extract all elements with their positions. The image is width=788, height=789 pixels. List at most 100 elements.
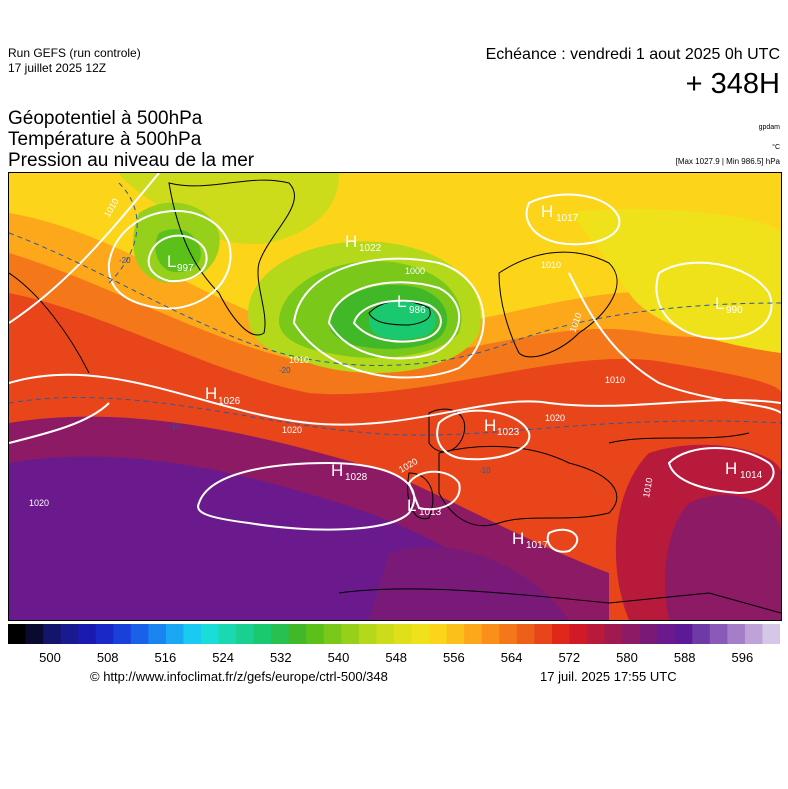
- color-scale-swatch: [25, 624, 44, 644]
- color-scale-swatch: [288, 624, 307, 644]
- color-scale-swatch: [481, 624, 500, 644]
- svg-text:H: H: [725, 459, 737, 478]
- isobars: [9, 173, 781, 553]
- temperature-isotherms: [9, 182, 781, 436]
- color-scale-swatch: [727, 624, 746, 644]
- svg-text:1013: 1013: [419, 507, 442, 518]
- color-scale-label: 572: [558, 650, 580, 665]
- color-scale-swatch: [657, 624, 676, 644]
- color-scale-labels: 5005085165245325405485565645725805885966…: [39, 650, 754, 665]
- svg-text:1028: 1028: [345, 472, 368, 483]
- variable-temperature: Température à 500hPa: [8, 129, 202, 150]
- forecast-valid-time: Echéance : vendredi 1 aout 2025 0h UTC: [485, 46, 780, 63]
- color-scale-swatch: [271, 624, 290, 644]
- svg-text:H: H: [541, 202, 553, 221]
- color-scale-swatch: [744, 624, 763, 644]
- color-scale-swatch: [709, 624, 728, 644]
- unit-geopotential: gpdam: [758, 124, 780, 131]
- isobar-label: 1010: [541, 260, 561, 270]
- svg-text:1014: 1014: [740, 470, 763, 481]
- svg-text:1022: 1022: [359, 243, 382, 254]
- isobar-label: 1010: [289, 355, 309, 365]
- svg-text:H: H: [345, 232, 357, 251]
- color-scale-swatch: [60, 624, 79, 644]
- temperature-label: -10: [169, 422, 181, 431]
- color-scale-swatch: [43, 624, 62, 644]
- color-scale-swatch: [569, 624, 588, 644]
- color-scale-swatch: [218, 624, 237, 644]
- svg-text:1026: 1026: [218, 396, 241, 407]
- isobar-label: 1020: [29, 498, 49, 508]
- svg-text:H: H: [484, 416, 496, 435]
- color-scale-swatch: [78, 624, 97, 644]
- color-scale-swatch: [183, 624, 202, 644]
- run-name: Run GEFS (run controle): [8, 46, 141, 60]
- color-scale-swatch: [762, 624, 780, 644]
- color-scale-swatch: [411, 624, 430, 644]
- color-scale-label: 556: [443, 650, 465, 665]
- pressure-max-min: [Max 1027.9 | Min 986.5] hPa: [675, 157, 780, 166]
- variable-mslp: Pression au niveau de la mer: [8, 150, 255, 171]
- color-scale-swatch: [8, 624, 27, 644]
- color-scale-label: 516: [155, 650, 177, 665]
- forecast-lead-time: + 348H: [685, 68, 780, 100]
- color-scale-label: 500: [39, 650, 61, 665]
- color-scale-swatch: [446, 624, 465, 644]
- pressure-center-high: H 1017: [541, 202, 579, 224]
- temperature-label: -10: [479, 466, 491, 475]
- variable-geopotential: Géopotentiel à 500hPa: [8, 108, 203, 129]
- color-scale-label: 508: [97, 650, 119, 665]
- pressure-center-low: L 1013: [407, 496, 442, 518]
- color-scale-swatch: [464, 624, 483, 644]
- color-scale-swatch: [376, 624, 395, 644]
- pressure-center-low: L 990: [715, 294, 743, 316]
- pressure-center-high: H 1014: [725, 459, 763, 481]
- color-scale-label: 540: [328, 650, 350, 665]
- pressure-center-high: H 1028: [331, 461, 368, 483]
- pressure-center-low: L 986: [397, 292, 426, 316]
- temperature-label: -20: [279, 366, 291, 375]
- color-scale-swatch: [253, 624, 272, 644]
- color-scale-label: 532: [270, 650, 292, 665]
- svg-text:986: 986: [409, 305, 426, 316]
- color-scale-label: 596: [732, 650, 754, 665]
- color-scale-label: 524: [212, 650, 234, 665]
- isobar-label: 1010: [605, 375, 625, 385]
- color-scale: 5005085165245325405485565645725805885966…: [8, 624, 780, 665]
- isobar-label: 1010: [641, 477, 654, 498]
- color-scale-swatch: [323, 624, 342, 644]
- color-scale-swatch: [201, 624, 220, 644]
- color-scale-swatch: [604, 624, 623, 644]
- isobar-label: 1020: [282, 425, 302, 435]
- svg-text:990: 990: [726, 305, 743, 316]
- pressure-center-high: H 1022: [345, 232, 382, 254]
- coastlines: [9, 179, 781, 614]
- color-scale-swatch: [534, 624, 553, 644]
- color-scale-swatch: [429, 624, 448, 644]
- color-scale-label: 580: [616, 650, 638, 665]
- run-date: 17 juillet 2025 12Z: [8, 61, 107, 75]
- temperature-label: -20: [119, 256, 131, 265]
- weather-map: 1010 1000 1010 1010 1020 1020 1020 1010 …: [8, 172, 782, 621]
- svg-text:1017: 1017: [526, 540, 549, 551]
- pressure-center-high: H 1026: [205, 384, 241, 407]
- isobar-label: 1000: [405, 266, 425, 276]
- svg-text:L: L: [167, 252, 176, 271]
- svg-text:L: L: [397, 292, 406, 311]
- color-scale-swatch: [394, 624, 413, 644]
- color-scale-swatch: [236, 624, 255, 644]
- color-scale-swatch: [165, 624, 184, 644]
- color-scale-swatch: [358, 624, 377, 644]
- color-scale-swatch: [692, 624, 711, 644]
- svg-text:H: H: [331, 461, 343, 480]
- svg-text:1017: 1017: [556, 213, 579, 224]
- color-scale-swatch: [499, 624, 518, 644]
- color-scale-swatch: [130, 624, 149, 644]
- color-scale-swatch: [341, 624, 360, 644]
- color-scale-swatch: [551, 624, 570, 644]
- unit-temperature: °C: [772, 144, 780, 151]
- color-scale-swatch: [95, 624, 114, 644]
- color-scale-swatch: [113, 624, 132, 644]
- color-scale-swatches: [8, 624, 780, 644]
- color-scale-label: 588: [674, 650, 696, 665]
